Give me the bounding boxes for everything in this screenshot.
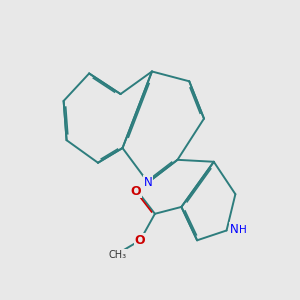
Text: N: N — [230, 223, 239, 236]
Text: O: O — [130, 185, 141, 198]
Text: H: H — [239, 225, 247, 235]
Text: O: O — [135, 234, 146, 247]
Text: N: N — [144, 176, 152, 189]
Text: CH₃: CH₃ — [108, 250, 126, 260]
